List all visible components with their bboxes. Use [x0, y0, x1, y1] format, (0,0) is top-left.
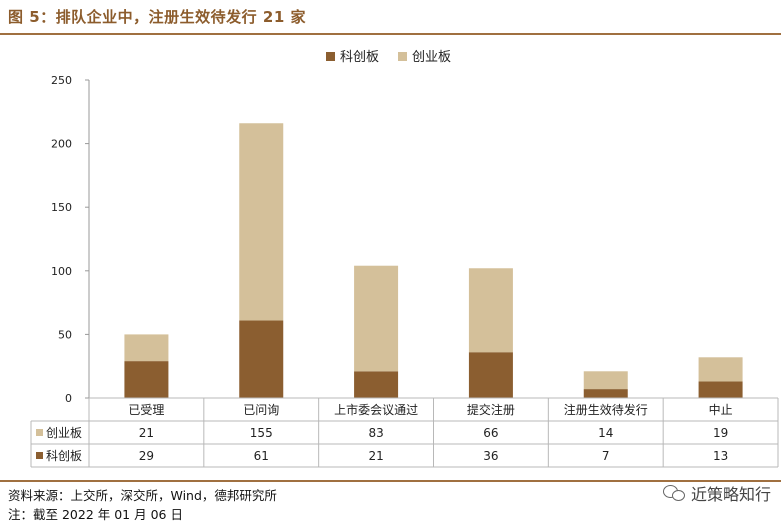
y-tick-label: 0: [65, 392, 72, 405]
figure-title: 图 5：排队企业中，注册生效待发行 21 家: [8, 8, 306, 26]
table-cell-value: 61: [254, 449, 269, 463]
x-category-label: 注册生效待发行: [564, 402, 648, 417]
table-cell-value: 7: [602, 449, 610, 463]
bar-segment: [698, 381, 743, 398]
table-cell-value: 29: [139, 449, 154, 463]
table-cell-value: 13: [713, 449, 728, 463]
x-category-label: 已受理: [128, 403, 164, 417]
bar-segment: [468, 268, 513, 353]
bar-segment: [468, 352, 513, 398]
footer-rule: [0, 480, 781, 482]
table-cell-value: 21: [368, 449, 383, 463]
watermark: 近策略知行: [662, 481, 771, 505]
table-row-label: 科创板: [46, 449, 82, 463]
y-tick-label: 200: [51, 138, 72, 151]
bar-segment: [124, 334, 169, 362]
bar-segment: [354, 265, 399, 372]
bar-segment: [354, 371, 399, 398]
bar-segment: [698, 357, 743, 382]
watermark-text: 近策略知行: [690, 485, 771, 504]
bar-segment: [239, 320, 284, 398]
x-category-label: 已问询: [243, 403, 279, 417]
legend-swatch: [398, 52, 407, 61]
legend-label: 创业板: [412, 50, 451, 65]
table-cell-value: 21: [139, 426, 154, 440]
table-row-label: 创业板: [46, 426, 82, 440]
table-cell-value: 155: [250, 426, 273, 440]
y-tick-label: 250: [51, 74, 72, 87]
table-row-swatch: [36, 429, 43, 436]
y-tick-label: 100: [51, 265, 72, 278]
legend-label: 科创板: [340, 50, 379, 65]
legend-swatch: [326, 52, 335, 61]
table-cell-value: 19: [713, 426, 728, 440]
chart-legend: 科创板 创业板: [326, 50, 451, 65]
bar-segment: [583, 371, 628, 390]
title-rule: [0, 33, 781, 35]
table-cell-value: 83: [368, 426, 383, 440]
table-cell-value: 36: [483, 449, 498, 463]
bar-segment: [239, 123, 284, 321]
y-tick-label: 50: [58, 328, 72, 341]
y-axis: 0 50 100 150 200 250: [51, 74, 90, 405]
source-note: 资料来源：上交所，深交所，Wind，德邦研究所: [8, 488, 277, 503]
bar-segment: [124, 361, 169, 398]
x-category-label: 提交注册: [467, 402, 515, 417]
table-cell-value: 14: [598, 426, 613, 440]
bar-segment: [583, 389, 628, 398]
x-category-label: 上市委会议通过: [334, 402, 418, 417]
bars: [124, 123, 743, 398]
date-note: 注：截至 2022 年 01 月 06 日: [8, 507, 183, 522]
table-cell-value: 66: [483, 426, 498, 440]
y-tick-label: 150: [51, 201, 72, 214]
table-row-swatch: [36, 452, 43, 459]
wechat-icon: [662, 485, 685, 501]
x-category-label: 中止: [709, 402, 733, 417]
